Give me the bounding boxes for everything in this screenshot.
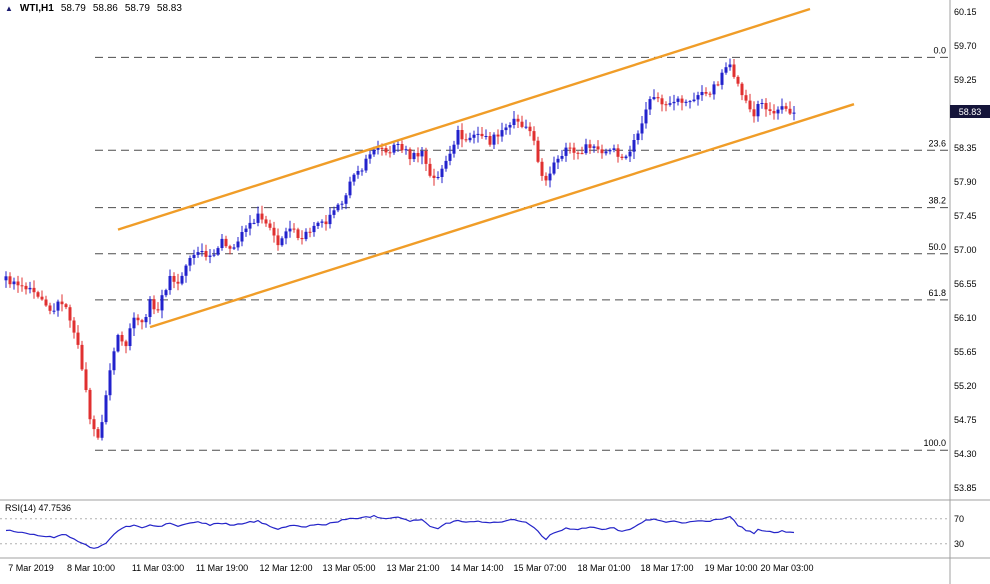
rsi-indicator-label: RSI(14) 47.7536 — [5, 503, 72, 513]
symbol-label: WTI,H1 — [19, 3, 54, 14]
time-axis-label: 11 Mar 03:00 — [131, 563, 185, 573]
price-axis-label: 54.75 — [954, 415, 977, 425]
ohlc-close: 58.83 — [156, 3, 182, 14]
price-axis-label: 60.15 — [954, 7, 977, 17]
rsi-line — [5, 514, 795, 549]
time-axis-label: 18 Mar 01:00 — [577, 563, 631, 573]
time-axis-label: 14 Mar 14:00 — [450, 563, 504, 573]
price-axis-label: 56.10 — [954, 313, 977, 323]
candles-layer — [4, 58, 796, 441]
rsi-pane-layer — [0, 514, 950, 549]
price-axis-label: 59.25 — [954, 75, 977, 85]
current-price-badge: 58.83 — [950, 105, 990, 118]
ohlc-low: 58.79 — [124, 3, 150, 14]
fib-level-label: 100.0 — [923, 438, 946, 448]
fib-level-label: 0.0 — [933, 45, 946, 55]
symbol-marker-icon: ▲ — [5, 3, 13, 13]
trend-channel-layer[interactable] — [117, 7, 855, 329]
price-axis-label: 53.85 — [954, 483, 977, 493]
price-axis: 58.83 60.15 59.70 59.25 58.35 57.90 57.45 57.0… — [950, 0, 990, 584]
price-axis-label: 57.00 — [954, 245, 977, 255]
time-axis-label: 15 Mar 07:00 — [513, 563, 567, 573]
time-axis-label: 13 Mar 21:00 — [386, 563, 440, 573]
time-axis-label: 11 Mar 19:00 — [195, 563, 249, 573]
fib-level-label: 50.0 — [928, 242, 946, 252]
time-axis-label: 18 Mar 17:00 — [640, 563, 694, 573]
fib-level-label: 38.2 — [928, 196, 946, 206]
ohlc-open: 58.79 — [60, 3, 86, 14]
price-axis-label: 58.35 — [954, 143, 977, 153]
chart-header: ▲ WTI,H1 58.79 58.86 58.79 58.83 — [5, 3, 182, 14]
price-axis-label: 54.30 — [954, 449, 977, 459]
price-axis-label: 55.65 — [954, 347, 977, 357]
price-axis-label: 55.20 — [954, 381, 977, 391]
time-axis-label: 19 Mar 10:00 — [704, 563, 758, 573]
fib-level-label: 61.8 — [928, 288, 946, 298]
ohlc-high: 58.86 — [92, 3, 118, 14]
rsi-axis-label: 70 — [954, 514, 965, 524]
price-axis-label: 59.70 — [954, 41, 977, 51]
time-axis-label: 8 Mar 10:00 — [66, 563, 116, 573]
price-axis-label: 57.90 — [954, 177, 977, 187]
time-axis-label: 12 Mar 12:00 — [259, 563, 313, 573]
fib-lines-layer: 0.0 23.6 38.2 50.0 61.8 100.0 — [95, 45, 950, 451]
time-axis-label: 7 Mar 2019 — [8, 563, 54, 573]
fib-level-label: 23.6 — [928, 138, 946, 148]
price-axis-label: 57.45 — [954, 211, 977, 221]
time-axis-label: 20 Mar 03:00 — [760, 563, 814, 573]
rsi-axis-label: 30 — [954, 539, 965, 549]
time-axis-label: 13 Mar 05:00 — [322, 563, 376, 573]
price-axis-label: 56.55 — [954, 279, 977, 289]
